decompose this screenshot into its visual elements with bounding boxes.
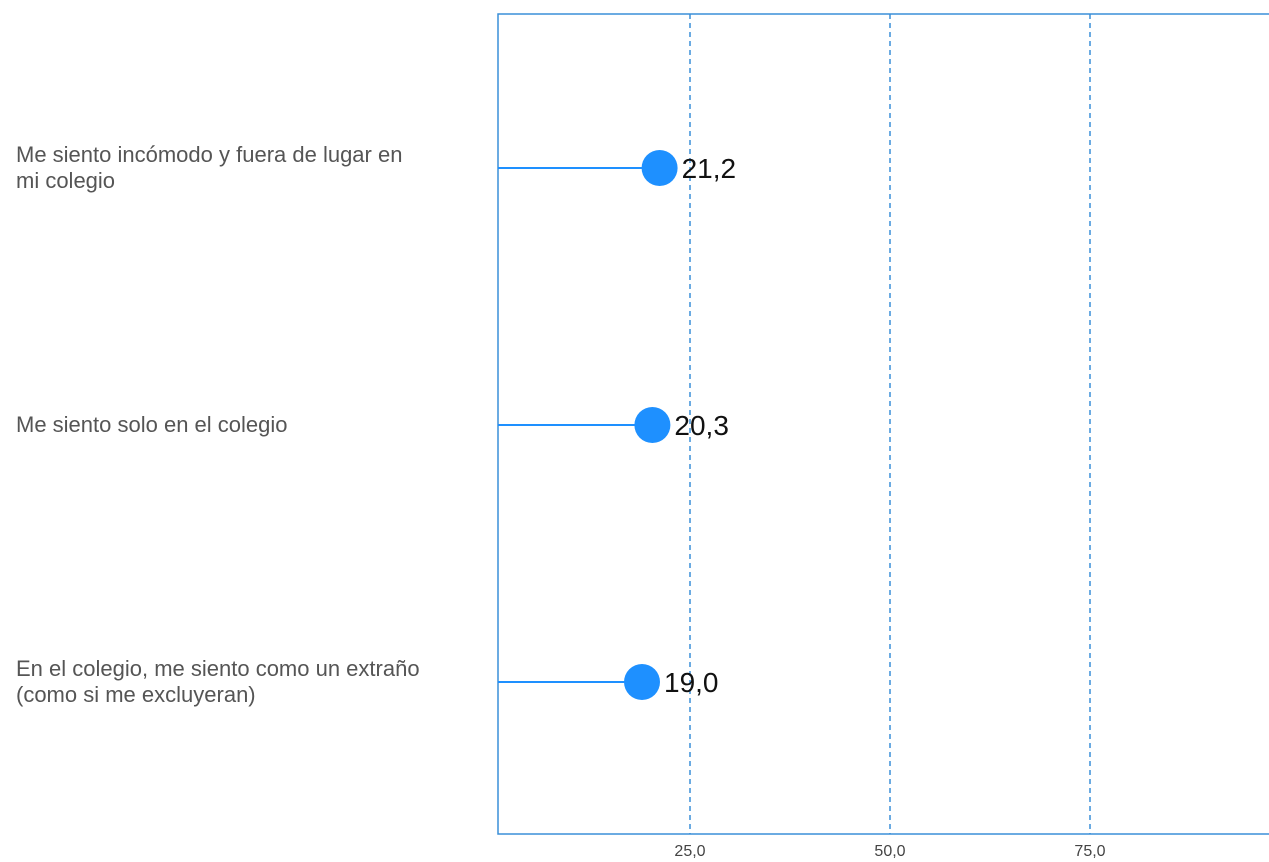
- lollipop-point: [624, 664, 660, 700]
- x-tick-label: 75,0: [1074, 843, 1105, 860]
- category-label: En el colegio, me siento como un extraño…: [16, 656, 420, 707]
- data-label: 19,0: [664, 667, 719, 698]
- x-axis-tick-labels: 25,0 50,0 75,0: [674, 843, 1105, 860]
- category-label: Me siento incómodo y fuera de lugar en mi…: [16, 142, 402, 193]
- grid-lines: [689, 14, 1091, 834]
- x-tick-label: 25,0: [674, 843, 705, 860]
- x-tick-label: 50,0: [874, 843, 905, 860]
- data-label: 21,2: [682, 153, 737, 184]
- category-label-line: mi colegio: [16, 168, 115, 193]
- lollipop-point: [641, 150, 678, 186]
- data-label: 20,3: [674, 410, 729, 441]
- category-label-line: Me siento incómodo y fuera de lugar en: [16, 142, 402, 167]
- category-label-line: En el colegio, me siento como un extraño: [16, 656, 420, 681]
- category-label-line: (como si me excluyeran): [16, 682, 256, 707]
- category-labels: Me siento incómodo y fuera de lugar en mi…: [16, 142, 420, 707]
- category-label-line: Me siento solo en el colegio: [16, 412, 288, 437]
- series-marks: 21,2 20,3 19,0: [498, 150, 736, 700]
- lollipop-point: [634, 407, 671, 443]
- category-label: Me siento solo en el colegio: [16, 412, 288, 437]
